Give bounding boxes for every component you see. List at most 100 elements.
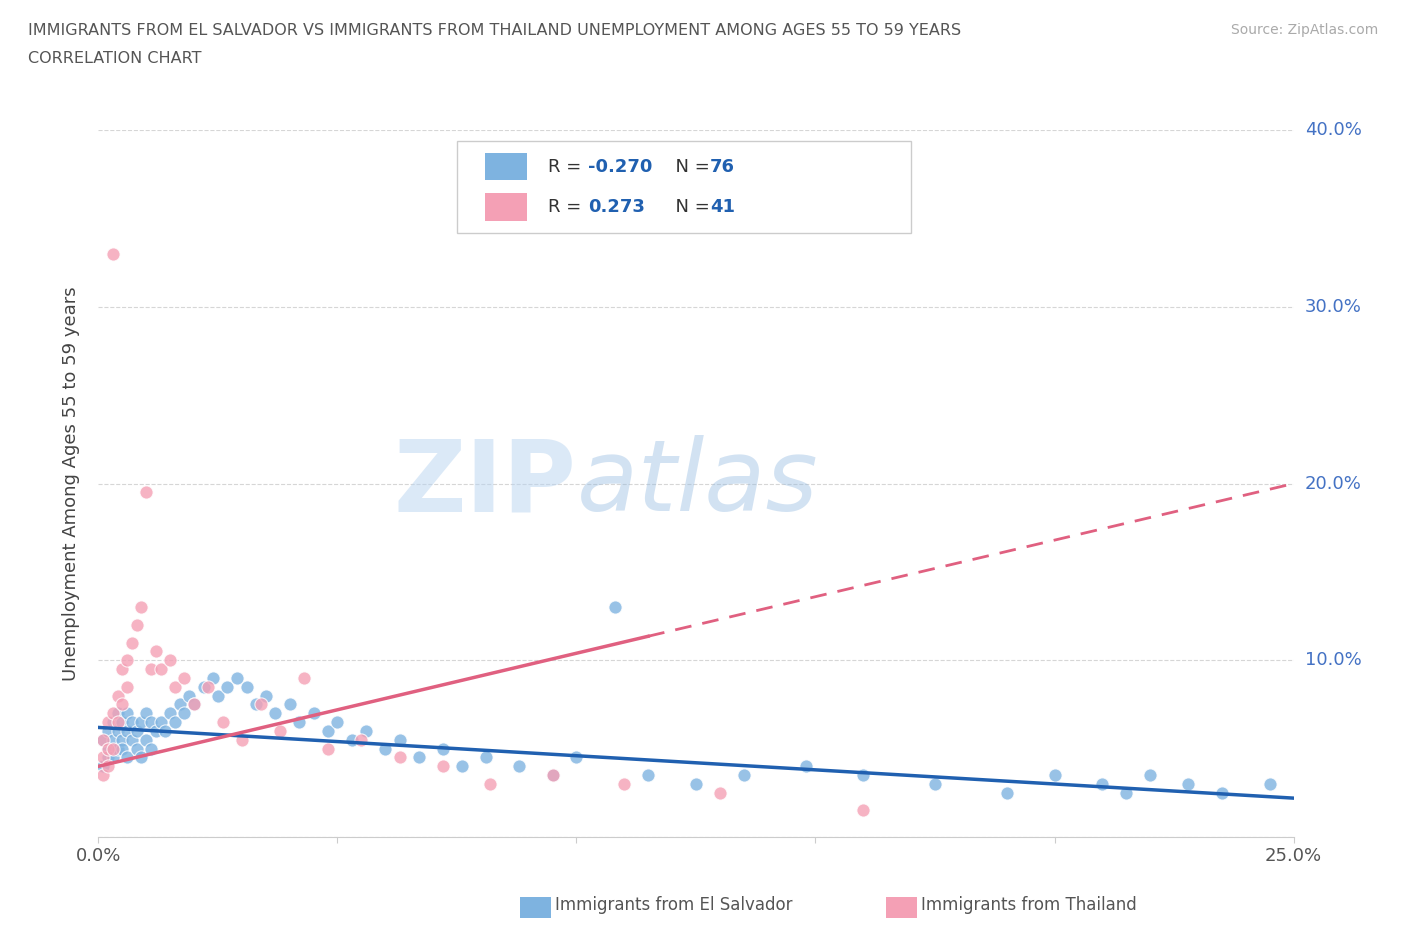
Text: R =: R = — [548, 157, 588, 176]
Text: Immigrants from Thailand: Immigrants from Thailand — [921, 896, 1136, 914]
Text: R =: R = — [548, 198, 593, 216]
Point — [1258, 777, 1281, 791]
Text: 30.0%: 30.0% — [1305, 298, 1361, 316]
Point — [350, 733, 373, 748]
Point — [292, 671, 315, 685]
Point — [924, 777, 946, 791]
Point — [316, 724, 339, 738]
Point — [97, 724, 120, 738]
Point — [91, 733, 114, 748]
Point — [91, 759, 114, 774]
Point — [254, 688, 277, 703]
Point — [302, 706, 325, 721]
Point — [115, 750, 138, 764]
Point — [97, 741, 120, 756]
Point — [107, 724, 129, 738]
Point — [183, 698, 205, 712]
Point — [97, 741, 120, 756]
Point — [135, 485, 157, 500]
Point — [173, 671, 195, 685]
Point — [145, 644, 167, 658]
Text: Immigrants from El Salvador: Immigrants from El Salvador — [555, 896, 793, 914]
Text: 40.0%: 40.0% — [1305, 121, 1361, 140]
Point — [107, 741, 129, 756]
Point — [121, 714, 143, 729]
Point — [1043, 768, 1066, 783]
Text: N =: N = — [664, 198, 716, 216]
Point — [603, 600, 626, 615]
Text: atlas: atlas — [576, 435, 818, 532]
Point — [121, 635, 143, 650]
Point — [173, 706, 195, 721]
Text: N =: N = — [664, 157, 716, 176]
Point — [135, 706, 157, 721]
Point — [1211, 785, 1233, 800]
Text: 0.273: 0.273 — [588, 198, 644, 216]
Point — [852, 768, 875, 783]
Point — [354, 724, 377, 738]
Point — [794, 759, 817, 774]
Point — [217, 679, 239, 694]
Point — [149, 714, 172, 729]
Point — [1091, 777, 1114, 791]
Point — [101, 733, 124, 748]
Point — [316, 741, 339, 756]
Point — [541, 768, 564, 783]
Point — [101, 706, 124, 721]
Text: 76: 76 — [710, 157, 735, 176]
Text: 41: 41 — [710, 198, 735, 216]
Point — [388, 733, 411, 748]
Text: ZIP: ZIP — [394, 435, 576, 532]
Point — [125, 618, 148, 632]
Point — [995, 785, 1018, 800]
Point — [125, 724, 148, 738]
Point — [278, 698, 301, 712]
Point — [135, 733, 157, 748]
Point — [115, 706, 138, 721]
Point — [211, 714, 233, 729]
Point — [541, 768, 564, 783]
Point — [91, 733, 114, 748]
Point — [235, 679, 257, 694]
Point — [139, 662, 162, 677]
Point — [111, 733, 134, 748]
Point — [163, 679, 186, 694]
Point — [613, 777, 636, 791]
Point — [159, 706, 181, 721]
Point — [101, 246, 124, 261]
Point — [193, 679, 215, 694]
Point — [226, 671, 249, 685]
Point — [432, 759, 454, 774]
Point — [565, 750, 588, 764]
Point — [709, 785, 731, 800]
Point — [179, 688, 201, 703]
Text: 10.0%: 10.0% — [1305, 651, 1361, 670]
Point — [250, 698, 273, 712]
Text: Source: ZipAtlas.com: Source: ZipAtlas.com — [1230, 23, 1378, 37]
Point — [107, 714, 129, 729]
Point — [1139, 768, 1161, 783]
Point — [131, 750, 153, 764]
Point — [149, 662, 172, 677]
Point — [374, 741, 396, 756]
Point — [111, 714, 134, 729]
Point — [107, 688, 129, 703]
Point — [245, 698, 267, 712]
Point — [508, 759, 530, 774]
Point — [388, 750, 411, 764]
Point — [474, 750, 496, 764]
Point — [115, 653, 138, 668]
Point — [326, 714, 349, 729]
Text: 20.0%: 20.0% — [1305, 474, 1361, 493]
Point — [97, 759, 120, 774]
Point — [183, 698, 205, 712]
Point — [159, 653, 181, 668]
Point — [207, 688, 229, 703]
Point — [115, 679, 138, 694]
Point — [197, 679, 219, 694]
Point — [1177, 777, 1199, 791]
Text: -0.270: -0.270 — [588, 157, 652, 176]
Point — [131, 714, 153, 729]
Point — [852, 804, 875, 818]
Y-axis label: Unemployment Among Ages 55 to 59 years: Unemployment Among Ages 55 to 59 years — [62, 286, 80, 681]
